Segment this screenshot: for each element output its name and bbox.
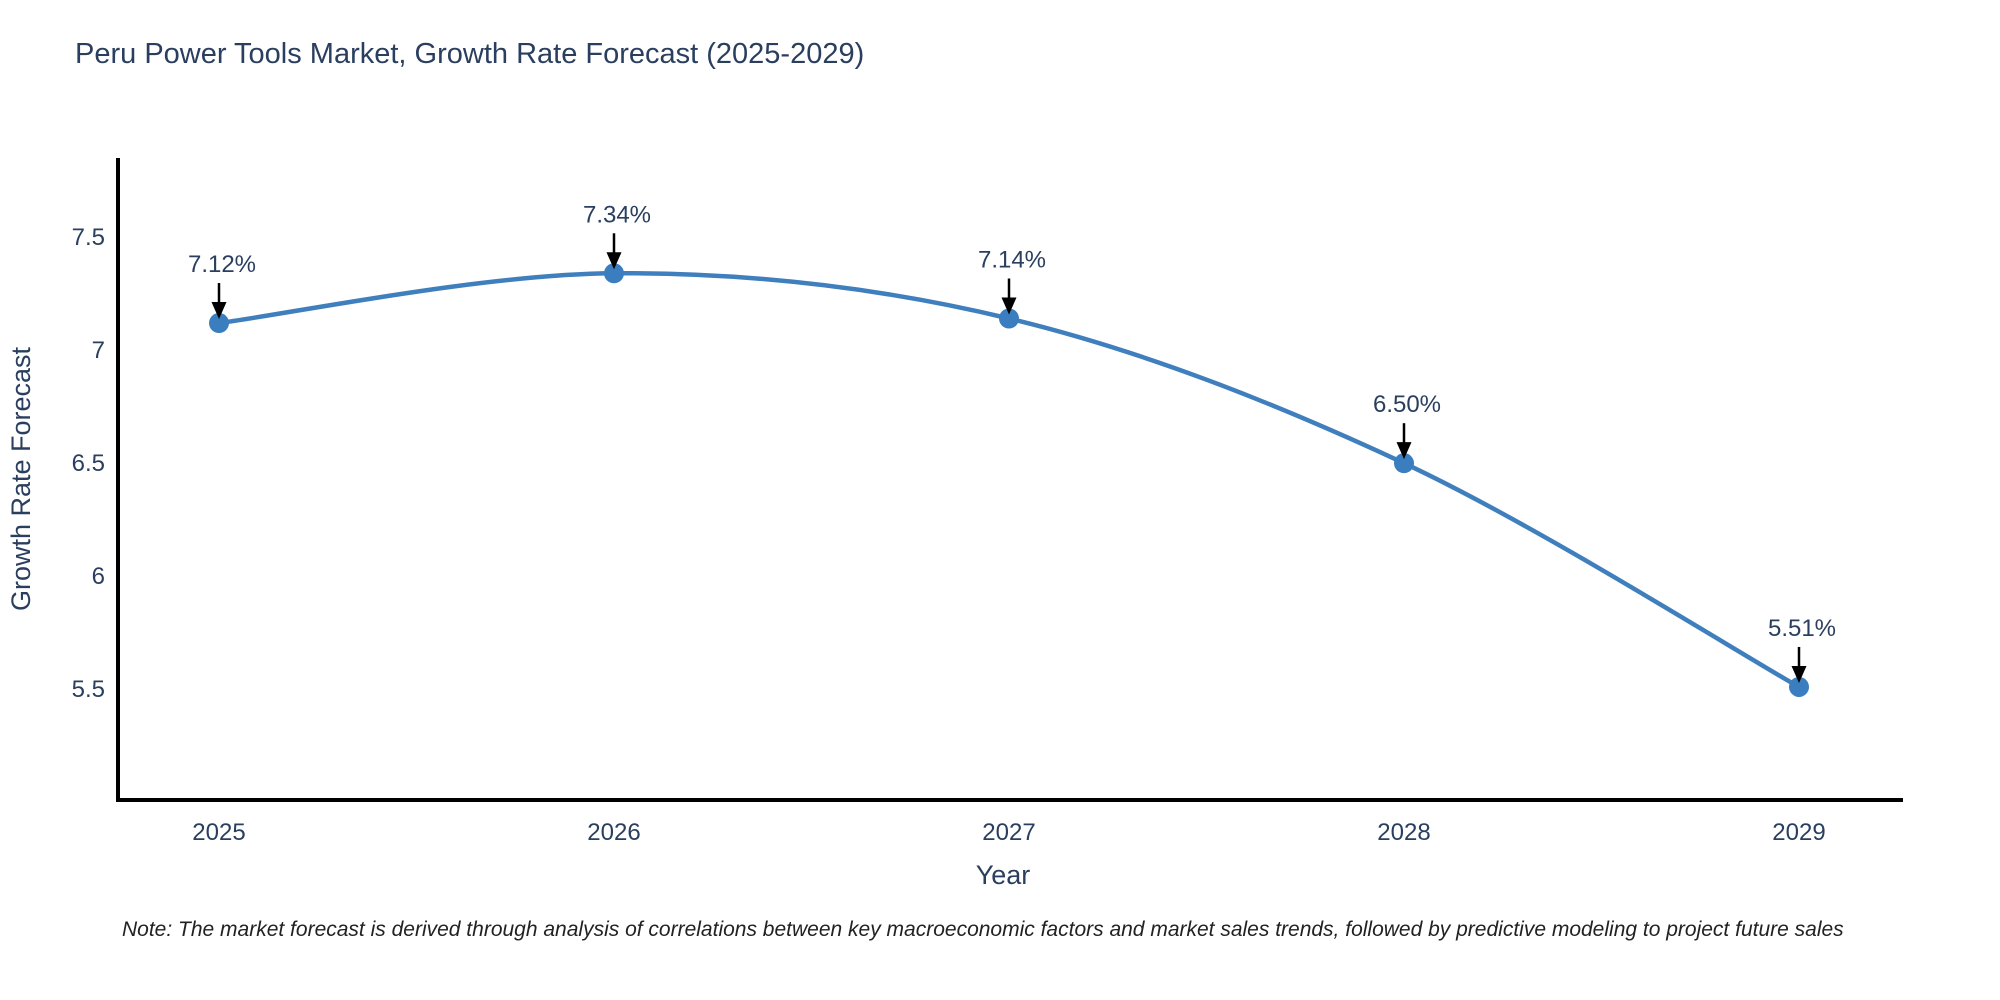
annotation-arrow-head — [1001, 297, 1017, 315]
x-tick-label: 2026 — [587, 819, 640, 846]
annotation-arrow-head — [606, 252, 622, 270]
footnote: Note: The market forecast is derived thr… — [122, 918, 1844, 941]
annotation-arrow-head — [1791, 665, 1807, 683]
data-point-marker-2025[interactable] — [209, 313, 229, 334]
y-tick-label: 7 — [92, 337, 105, 364]
y-tick-label: 5.5 — [72, 676, 105, 703]
data-point-label: 5.51% — [1768, 615, 1836, 642]
data-point-label: 7.34% — [583, 201, 651, 228]
y-tick-label: 6 — [92, 563, 105, 590]
data-point-label: 7.14% — [978, 247, 1046, 274]
y-tick-label: 6.5 — [72, 450, 105, 477]
annotation-arrow-head — [211, 302, 227, 320]
x-axis-title: Year — [976, 860, 1031, 890]
y-tick-label: 7.5 — [72, 224, 105, 251]
x-tick-label: 2027 — [982, 819, 1035, 846]
x-tick-label: 2028 — [1377, 819, 1430, 846]
data-point-label: 6.50% — [1373, 391, 1441, 418]
data-point-label: 7.12% — [188, 251, 256, 278]
data-point-marker-2026[interactable] — [604, 263, 624, 284]
chart-title: Peru Power Tools Market, Growth Rate For… — [75, 38, 865, 70]
x-tick-label: 2025 — [192, 819, 245, 846]
y-axis-title: Growth Rate Forecast — [6, 346, 36, 611]
data-point-marker-2028[interactable] — [1394, 453, 1414, 474]
x-tick-label: 2029 — [1772, 819, 1825, 846]
data-point-marker-2027[interactable] — [999, 308, 1019, 329]
forecast-line-series — [216, 271, 1802, 690]
annotation-arrow-head — [1396, 442, 1412, 460]
data-point-marker-2029[interactable] — [1789, 676, 1809, 697]
